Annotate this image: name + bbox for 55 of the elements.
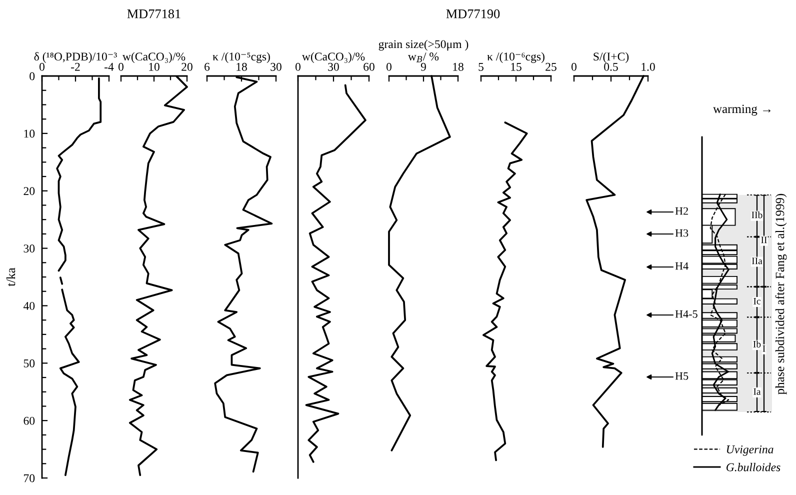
y-tick-label: 60	[24, 416, 35, 425]
x-axis-title: warming →	[713, 104, 771, 116]
x-axis-title: κ /(10⁻⁵cgs)	[212, 52, 270, 63]
text: H3	[675, 229, 688, 237]
band-label: Ic	[754, 298, 760, 304]
text: H2	[675, 207, 688, 215]
x-tick-label: 30	[328, 62, 339, 71]
band-label: Ia	[754, 388, 761, 395]
y-tick-label: 30	[24, 244, 35, 252]
y-tick-label: 50	[24, 359, 35, 368]
x-tick-label: 0	[40, 62, 44, 71]
y-tick-label: 40	[23, 302, 35, 310]
x-tick-label: 0	[296, 62, 300, 71]
text: phase subdivided after Fang et al.(1999)	[775, 194, 787, 394]
band-label: Ib	[753, 340, 761, 348]
x-axis-title: w(CaCO₃)/%	[302, 52, 365, 63]
x-tick-label: 60	[364, 62, 374, 71]
x-axis-title: δ (¹⁸O,PDB)/10⁻³	[34, 52, 117, 63]
x-tick-label: 0	[572, 62, 576, 71]
x-tick-label: 9	[420, 62, 426, 71]
chart-title: MD77181	[127, 9, 180, 18]
x-tick-label: 0	[118, 62, 124, 71]
y-tick-label: 20	[24, 187, 35, 196]
text: MD77190	[446, 9, 500, 18]
y-tick-label: 0	[30, 72, 35, 80]
x-tick-label: -2	[71, 62, 80, 71]
y-tick-label: 10	[24, 130, 35, 138]
x-tick-label: 6	[204, 62, 210, 71]
x-tick-label: 0	[386, 62, 392, 71]
legend-label: Uvigerina	[726, 445, 774, 456]
x-axis-title: S/(I+C)	[594, 52, 629, 63]
x-tick-label: 1.0	[642, 62, 655, 71]
x-tick-label: 18	[453, 62, 464, 71]
band-label: II	[761, 236, 767, 244]
text: H4-5	[675, 310, 698, 318]
band-label: I	[762, 345, 766, 352]
text: H4	[675, 262, 688, 270]
x-tick-label: -4	[104, 62, 114, 71]
y-tick-label: 70	[24, 474, 35, 482]
x-axis-title: w(CaCO₃)/%	[122, 52, 186, 63]
x-axis-title: κ /(10⁻⁶cgs)	[487, 52, 544, 63]
x-tick-label: 5	[478, 62, 484, 71]
y-axis-title: t/ka	[6, 268, 16, 286]
x-tick-label: 10	[149, 62, 160, 71]
x-tick-label: 18	[236, 62, 247, 71]
legend-label: G.bulloides	[726, 462, 780, 472]
band-label: IIb	[752, 211, 762, 218]
text: H5	[675, 372, 688, 380]
x-tick-label: 25	[546, 62, 556, 71]
x-tick-label: 30	[270, 62, 282, 71]
x-tick-label: 15	[511, 62, 522, 71]
x-tick-label: 0.5	[604, 62, 618, 71]
band-label: IIa	[752, 258, 762, 264]
x-axis-title: grain size(>50μm ) w$_{B}$/ %	[378, 40, 468, 62]
x-tick-label: 20	[182, 62, 192, 71]
